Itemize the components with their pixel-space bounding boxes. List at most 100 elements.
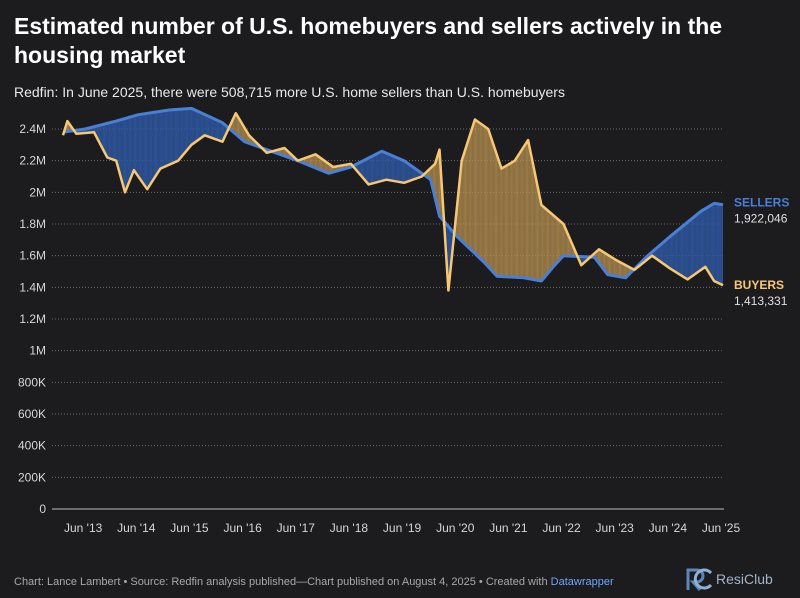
gap-segment [180, 109, 182, 159]
gap-segment [672, 233, 674, 271]
gap-segment [467, 140, 469, 248]
x-tick-label: Jun '18 [330, 521, 369, 535]
gap-segment [666, 238, 668, 267]
gap-segment [187, 108, 189, 151]
gap-segment [365, 159, 367, 182]
gap-segment [540, 199, 542, 281]
gap-segment [567, 234, 570, 256]
gap-segment [476, 120, 478, 256]
chart-subtitle: Redfin: In June 2025, there were 508,715… [14, 84, 565, 100]
gap-segment [601, 250, 603, 268]
gap-segment [693, 216, 695, 276]
gap-segment [612, 257, 614, 276]
gap-segment [371, 155, 374, 184]
y-tick-label: 1M [29, 344, 46, 358]
gap-segment [363, 160, 365, 180]
gap-segment [715, 203, 717, 283]
gap-segment [466, 143, 468, 247]
gap-segment [477, 121, 479, 257]
gap-segment [234, 113, 236, 135]
gap-segment [556, 218, 558, 263]
gap-segment [621, 262, 623, 278]
gap-segment [142, 113, 144, 185]
gap-segment [164, 110, 166, 167]
gap-segment [549, 211, 551, 272]
gap-segment [555, 217, 557, 264]
gap-segment [505, 165, 508, 277]
gap-segment [109, 122, 111, 159]
gap-segment [177, 109, 179, 162]
gap-segment [161, 111, 163, 169]
gap-segment [373, 155, 375, 184]
gap-segment [520, 150, 522, 278]
gap-segment [132, 116, 134, 173]
gap-segment [698, 212, 700, 272]
gap-segment [308, 156, 310, 166]
gap-segment [561, 222, 563, 259]
gap-segment [714, 203, 716, 282]
gap-segment [199, 111, 201, 140]
gap-segment [395, 156, 397, 182]
gap-segment [376, 153, 378, 183]
gap-segment [487, 128, 489, 267]
grid-lines [52, 128, 724, 510]
datawrapper-link[interactable]: Datawrapper [550, 576, 614, 588]
gap-segment [111, 121, 113, 160]
gap-segment [148, 113, 150, 188]
gap-segment [152, 112, 154, 181]
y-tick-label: 400K [18, 439, 46, 453]
gap-segment [106, 123, 108, 158]
gap-segment [381, 151, 384, 181]
gap-segment [379, 151, 381, 182]
gap-segment [462, 153, 464, 243]
gap-segment [127, 117, 129, 187]
y-axis-ticks: 0 200K 400K 600K 800K 1M 1.2M 1.4M 1.6M 1.8M 2M 2.2… [18, 122, 46, 516]
gap-segment [510, 162, 512, 278]
gap-segment [321, 158, 323, 171]
gap-segment [218, 120, 220, 141]
buyers-label: BUYERS [734, 278, 784, 292]
gap-segment [704, 208, 706, 268]
x-tick-label: Jun '15 [170, 521, 209, 535]
gap-segment [673, 233, 675, 272]
gap-segment [548, 210, 550, 274]
gap-segment [696, 214, 698, 274]
gap-segment [598, 249, 601, 265]
gap-segment [438, 149, 440, 217]
gap-fill-areas [63, 108, 723, 291]
gap-segment [322, 159, 324, 172]
gap-segment [410, 165, 412, 181]
gap-segment [121, 119, 123, 185]
gap-segment [415, 168, 417, 179]
gap-segment [144, 113, 147, 188]
gap-segment [553, 215, 555, 267]
gap-segment [543, 206, 545, 279]
gap-segment [150, 112, 152, 185]
gap-segment [125, 118, 127, 193]
resiclub-logo-text: ResiClub [716, 571, 773, 587]
gap-segment [504, 165, 506, 277]
gap-segment [184, 108, 186, 153]
gap-segment [718, 204, 720, 284]
gap-segment [529, 145, 531, 280]
gap-segment [478, 121, 480, 258]
gap-segment [190, 108, 192, 147]
gap-segment [200, 112, 202, 139]
gap-segment [563, 224, 565, 256]
gap-segment [406, 162, 408, 183]
gap-segment [139, 114, 141, 180]
gap-segment [690, 218, 692, 278]
gap-segment [312, 155, 314, 167]
gap-segment [113, 121, 116, 161]
gap-segment [156, 111, 158, 176]
gap-segment [508, 163, 510, 277]
gap-segment [469, 133, 471, 250]
gap-segment [697, 213, 699, 273]
gap-segment [497, 155, 499, 277]
gap-segment [181, 109, 183, 157]
gap-segment [388, 154, 390, 181]
gap-segment [316, 155, 318, 169]
gap-segment [126, 117, 128, 190]
gap-segment [528, 140, 530, 279]
y-tick-label: 200K [18, 470, 46, 484]
